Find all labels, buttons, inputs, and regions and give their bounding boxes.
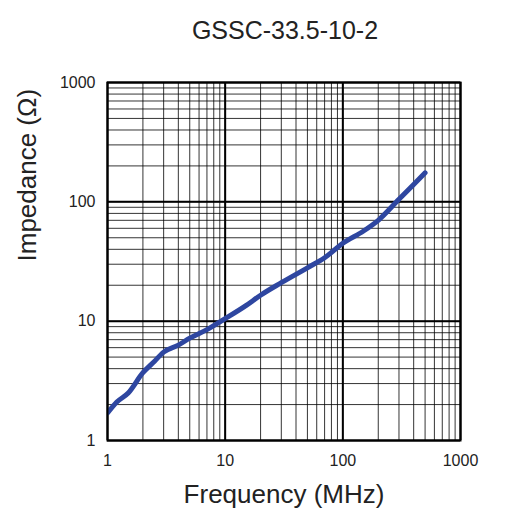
svg-text:Frequency (MHz): Frequency (MHz) (184, 479, 385, 509)
svg-text:Impedance (Ω): Impedance (Ω) (12, 89, 42, 262)
svg-text:1: 1 (103, 452, 112, 469)
svg-text:10: 10 (78, 312, 96, 329)
svg-text:1000: 1000 (60, 74, 96, 91)
html-text:GSSC-33.5-10-2: GSSC-33.5-10-2 (191, 16, 379, 44)
svg-text:1: 1 (87, 432, 96, 449)
svg-text:100: 100 (69, 193, 96, 210)
svg-text:100: 100 (329, 452, 356, 469)
svg-text:1000: 1000 (443, 452, 479, 469)
svg-text:10: 10 (216, 452, 234, 469)
